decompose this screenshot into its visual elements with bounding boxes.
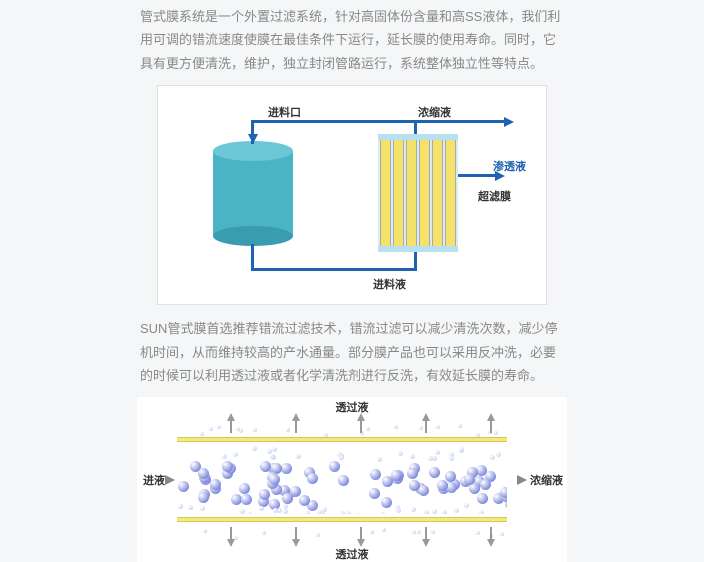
intro-paragraph-1: 管式膜系统是一个外置过滤系统，针对高固体份含量和高SS液体，我们利用可调的错流速…: [0, 0, 704, 85]
feed-tank-icon: [213, 141, 293, 246]
arrow-icon: [248, 134, 258, 144]
pipe: [251, 244, 254, 271]
flow-channel: [177, 437, 507, 522]
label-feed-inlet: 进料口: [268, 104, 301, 120]
membrane-wall-icon: [177, 437, 507, 442]
label-concentrate-2: 浓缩液: [530, 472, 563, 488]
page-root: 管式膜系统是一个外置过滤系统，针对高固体份含量和高SS液体，我们利用可调的错流速…: [0, 0, 704, 562]
crossflow-filtration-diagram: 透过液 透过液 进液 浓缩液: [137, 397, 567, 562]
label-feed-recycle: 进料液: [373, 276, 406, 292]
pipe: [414, 252, 417, 271]
intro-paragraph-2: SUN管式膜首选推荐错流过滤技术，错流过滤可以减少清洗次数，减少停机时间，从而维…: [0, 305, 704, 397]
arrow-icon: [495, 171, 505, 181]
tubular-membrane-system-diagram: 进料口 浓缩液 渗透液 超滤膜 进料液: [157, 85, 547, 305]
label-permeate-bottom: 透过液: [336, 546, 369, 562]
diagram-2-wrap: 透过液 透过液 进液 浓缩液: [0, 397, 704, 562]
particle-field: [177, 445, 507, 514]
diagram-1-wrap: 进料口 浓缩液 渗透液 超滤膜 进料液: [0, 85, 704, 305]
pipe: [251, 268, 417, 271]
label-concentrate: 浓缩液: [418, 104, 451, 120]
pipe: [417, 120, 505, 123]
arrow-icon: [517, 475, 527, 485]
membrane-wall-icon: [177, 517, 507, 522]
arrow-icon: [165, 475, 175, 485]
pipe: [458, 174, 496, 177]
arrow-icon: [504, 117, 514, 127]
pipe: [251, 120, 417, 123]
label-feed: 进液: [143, 472, 165, 488]
uf-membrane-module-icon: [378, 134, 458, 252]
label-membrane: 超滤膜: [478, 191, 492, 203]
